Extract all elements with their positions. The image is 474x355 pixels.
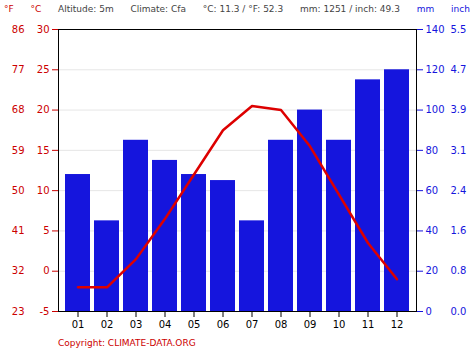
- svg-text:10: 10: [37, 185, 50, 196]
- svg-text:25: 25: [37, 64, 50, 75]
- svg-text:0: 0: [426, 306, 432, 317]
- svg-text:60: 60: [426, 185, 439, 196]
- html-text:°C: 11.3 / °F: 52.3: °C: 11.3 / °F: 52.3: [202, 4, 284, 14]
- svg-text:01: 01: [72, 319, 85, 330]
- svg-text:68: 68: [12, 104, 25, 115]
- svg-text:40: 40: [426, 225, 439, 236]
- svg-text:08: 08: [275, 319, 288, 330]
- svg-text:41: 41: [12, 225, 25, 236]
- svg-text:30: 30: [37, 24, 50, 35]
- svg-text:140: 140: [426, 24, 445, 35]
- svg-text:80: 80: [426, 145, 439, 156]
- svg-text:3.1: 3.1: [451, 145, 467, 156]
- svg-text:02: 02: [101, 319, 114, 330]
- svg-text:0: 0: [43, 265, 49, 276]
- html-text:°C: °C: [30, 4, 42, 14]
- svg-text:77: 77: [12, 64, 25, 75]
- svg-text:03: 03: [130, 319, 143, 330]
- svg-text:32: 32: [12, 265, 25, 276]
- html-text:Climate: Cfa: Climate: Cfa: [130, 4, 186, 14]
- svg-text:120: 120: [426, 64, 445, 75]
- html-text:inch: inch: [451, 4, 470, 14]
- svg-text:15: 15: [37, 145, 50, 156]
- html-text:mm: 1251 / inch: 49.3: mm: 1251 / inch: 49.3: [300, 4, 400, 14]
- svg-text:04: 04: [159, 319, 172, 330]
- svg-text:1.6: 1.6: [451, 225, 467, 236]
- svg-text:86: 86: [12, 24, 25, 35]
- svg-text:5: 5: [43, 225, 49, 236]
- svg-text:10: 10: [333, 319, 346, 330]
- svg-text:12: 12: [391, 319, 404, 330]
- svg-text:20: 20: [37, 104, 50, 115]
- svg-text:11: 11: [362, 319, 375, 330]
- svg-text:-5: -5: [40, 306, 50, 317]
- svg-text:23: 23: [12, 306, 25, 317]
- svg-text:09: 09: [304, 319, 317, 330]
- svg-text:2.4: 2.4: [451, 185, 467, 196]
- html-text:Altitude: 5m: Altitude: 5m: [58, 4, 114, 14]
- svg-text:06: 06: [217, 319, 230, 330]
- html-text:Copyright: CLIMATE-DATA.ORG: Copyright: CLIMATE-DATA.ORG: [58, 338, 196, 348]
- svg-text:07: 07: [246, 319, 259, 330]
- html-text:°F: °F: [4, 4, 14, 14]
- svg-text:0.8: 0.8: [451, 265, 467, 276]
- svg-text:20: 20: [426, 265, 439, 276]
- svg-text:3.9: 3.9: [451, 104, 467, 115]
- svg-text:5.5: 5.5: [451, 24, 467, 35]
- svg-text:4.7: 4.7: [451, 64, 467, 75]
- svg-text:59: 59: [12, 145, 25, 156]
- html-text:mm: mm: [416, 4, 435, 14]
- svg-text:100: 100: [426, 104, 445, 115]
- svg-text:0.0: 0.0: [451, 306, 467, 317]
- svg-text:05: 05: [188, 319, 201, 330]
- svg-text:50: 50: [12, 185, 25, 196]
